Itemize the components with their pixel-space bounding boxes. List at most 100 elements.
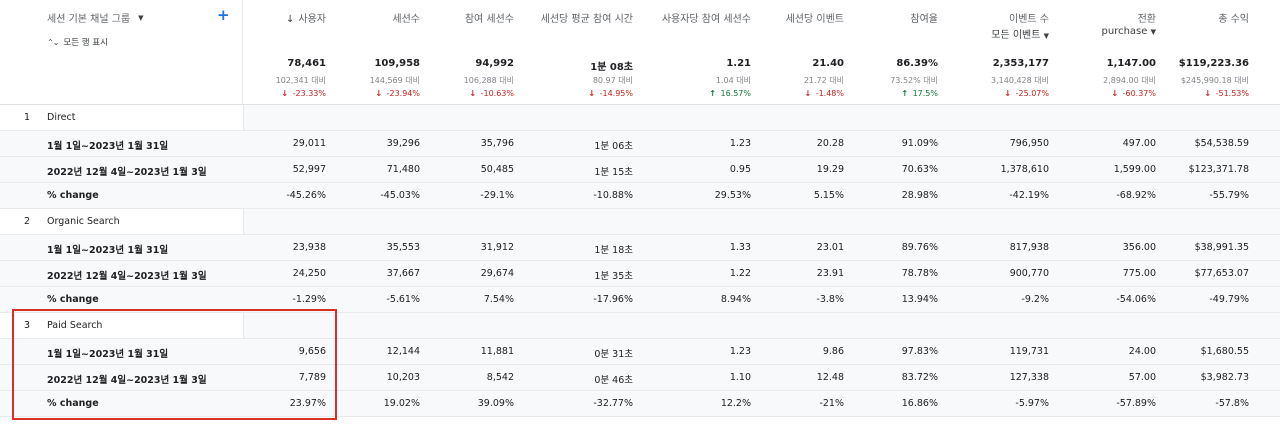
table-cell: $54,538.59: [1194, 138, 1249, 149]
table-cell: 127,338: [1009, 372, 1049, 383]
metric-name[interactable]: 사용자당 참여 세션수: [661, 14, 751, 25]
arrow-down-icon: ↓: [804, 89, 812, 98]
metric-header[interactable]: 총 수익 $119,223.36 $245,990.18 대비 ↓ -51.53%: [1139, 0, 1249, 104]
row-label: % change: [47, 294, 99, 305]
row-label: 2022년 12월 4일~2023년 1월 3일: [47, 271, 207, 282]
metric-compare: 80.97 대비: [592, 76, 633, 85]
metric-filter-selector[interactable]: purchase ▼: [1101, 26, 1156, 37]
table-cell: 50,485: [480, 164, 514, 175]
group-label[interactable]: Direct: [47, 112, 76, 123]
table-cell: 83.72%: [901, 372, 938, 383]
add-dimension-icon[interactable]: +: [217, 6, 230, 24]
table-cell: $123,371.78: [1188, 164, 1249, 175]
table-cell: 23.91: [816, 268, 844, 279]
table-cell: 16.86%: [901, 398, 938, 409]
table-cell: 19.29: [816, 164, 844, 175]
metric-compare: 144,569 대비: [369, 76, 420, 85]
table-cell: 37,667: [386, 268, 420, 279]
metric-name[interactable]: 전환: [1137, 14, 1156, 25]
table-cell: -57.8%: [1215, 398, 1249, 409]
show-all-rows-label: 모든 행 표시: [63, 38, 108, 48]
metric-header[interactable]: ↓ 사용자 78,461 102,341 대비 ↓ -23.33%: [216, 0, 326, 104]
metric-compare: 21.72 대비: [803, 76, 844, 85]
table-cell: -5.61%: [386, 294, 420, 305]
table-cell: 12.48: [816, 372, 844, 383]
metric-change: ↓ -1.48%: [804, 89, 844, 98]
table-row: 2022년 12월 4일~2023년 1월 3일 52,997 71,480 50,4…: [0, 157, 1280, 183]
table-cell: -9.2%: [1021, 294, 1049, 305]
table-cell: 12,144: [386, 346, 420, 357]
table-cell: $3,982.73: [1200, 372, 1249, 383]
table-cell: 97.83%: [901, 346, 938, 357]
table-cell: 29.53%: [714, 190, 751, 201]
table-cell: -10.88%: [593, 190, 633, 201]
metric-name[interactable]: 세션당 이벤트: [785, 14, 844, 25]
metric-name[interactable]: 이벤트 수: [1009, 14, 1049, 25]
metric-name[interactable]: 총 수익: [1218, 14, 1249, 25]
metric-header[interactable]: 이벤트 수 모든 이벤트 ▼ 2,353,177 3,140,428 대비 ↓ -25.…: [939, 0, 1049, 104]
dimension-selector[interactable]: 세션 기본 채널 그룹 ▼: [47, 10, 144, 26]
metric-compare: 1.04 대비: [715, 76, 751, 85]
metric-change: ↑ 17.5%: [901, 89, 938, 98]
table-cell: 1분 15초: [594, 167, 633, 178]
metric-header[interactable]: 세션수 109,958 144,569 대비 ↓ -23.94%: [310, 0, 420, 104]
row-index: 2: [24, 216, 31, 227]
metric-header[interactable]: 세션당 이벤트 21.40 21.72 대비 ↓ -1.48%: [734, 0, 844, 104]
table-cell: 900,770: [1009, 268, 1049, 279]
sort-down-icon[interactable]: ↓: [286, 14, 295, 25]
group-label[interactable]: Organic Search: [47, 216, 120, 227]
table-cell: 28.98%: [901, 190, 938, 201]
table-cell: 1분 18초: [594, 245, 633, 256]
show-all-rows-toggle[interactable]: ⌃⌄ 모든 행 표시: [47, 36, 108, 49]
table-cell: 1.33: [729, 242, 751, 253]
metric-header[interactable]: 전환 purchase ▼ 1,147.00 2,894.00 대비 ↓ -60.37%: [1046, 0, 1156, 104]
metric-total: 1.21: [726, 58, 751, 69]
table-cell: -5.97%: [1015, 398, 1049, 409]
group-row: 1 Direct: [0, 105, 1280, 131]
table-cell: 1,378,610: [1000, 164, 1049, 175]
arrow-down-icon: ↓: [1204, 89, 1212, 98]
table-cell: 1.23: [729, 138, 751, 149]
table-header: 세션 기본 채널 그룹 ▼ + ⌃⌄ 모든 행 표시 ↓ 사용자 78,461 102…: [0, 0, 1280, 104]
metric-total: 2,353,177: [992, 58, 1049, 69]
metric-name[interactable]: ↓ 사용자: [286, 14, 326, 25]
table-cell: 31,912: [480, 242, 514, 253]
table-cell: -68.92%: [1116, 190, 1156, 201]
metric-name[interactable]: 세션당 평균 참여 시간: [540, 14, 633, 25]
table-cell: 13.94%: [901, 294, 938, 305]
table-cell: -49.79%: [1209, 294, 1249, 305]
metric-header[interactable]: 참여 세션수 94,992 106,288 대비 ↓ -10.63%: [404, 0, 514, 104]
table-cell: -45.03%: [380, 190, 420, 201]
row-label: 2022년 12월 4일~2023년 1월 3일: [47, 375, 207, 386]
table-cell: 23.97%: [289, 398, 326, 409]
column-divider: [243, 313, 244, 338]
metric-change: ↓ -23.94%: [375, 89, 420, 98]
table-cell: 10,203: [386, 372, 420, 383]
metric-header[interactable]: 참여율 86.39% 73.52% 대비 ↑ 17.5%: [828, 0, 938, 104]
group-row-fill: [244, 209, 1280, 234]
table-cell: 91.09%: [901, 138, 938, 149]
metric-filter-selector[interactable]: 모든 이벤트 ▼: [991, 30, 1049, 41]
arrow-down-icon: ↓: [469, 89, 477, 98]
group-label[interactable]: Paid Search: [47, 320, 103, 331]
table-cell: 20.28: [816, 138, 844, 149]
table-cell: 29,674: [480, 268, 514, 279]
row-label: 2022년 12월 4일~2023년 1월 3일: [47, 167, 207, 178]
metric-header[interactable]: 세션당 평균 참여 시간 1분 08초 80.97 대비 ↓ -14.95%: [523, 0, 633, 104]
expand-collapse-icon: ⌃⌄: [47, 37, 59, 47]
arrow-up-icon: ↑: [709, 89, 716, 98]
table-cell: 1.23: [729, 346, 751, 357]
metric-header[interactable]: 사용자당 참여 세션수 1.21 1.04 대비 ↑ 16.57%: [641, 0, 751, 104]
table-cell: $38,991.35: [1194, 242, 1249, 253]
table-cell: 23.01: [816, 242, 844, 253]
table-cell: -1.29%: [292, 294, 326, 305]
table-cell: 19.02%: [383, 398, 420, 409]
metric-name[interactable]: 참여 세션수: [464, 14, 514, 25]
metric-name[interactable]: 세션수: [392, 14, 420, 25]
table-cell: 12.2%: [720, 398, 751, 409]
row-label: % change: [47, 398, 99, 409]
metric-name[interactable]: 참여율: [910, 14, 938, 25]
table-row: 2022년 12월 4일~2023년 1월 3일 7,789 10,203 8,542…: [0, 365, 1280, 391]
metric-compare: 3,140,428 대비: [991, 76, 1049, 85]
table-cell: 57.00: [1128, 372, 1156, 383]
